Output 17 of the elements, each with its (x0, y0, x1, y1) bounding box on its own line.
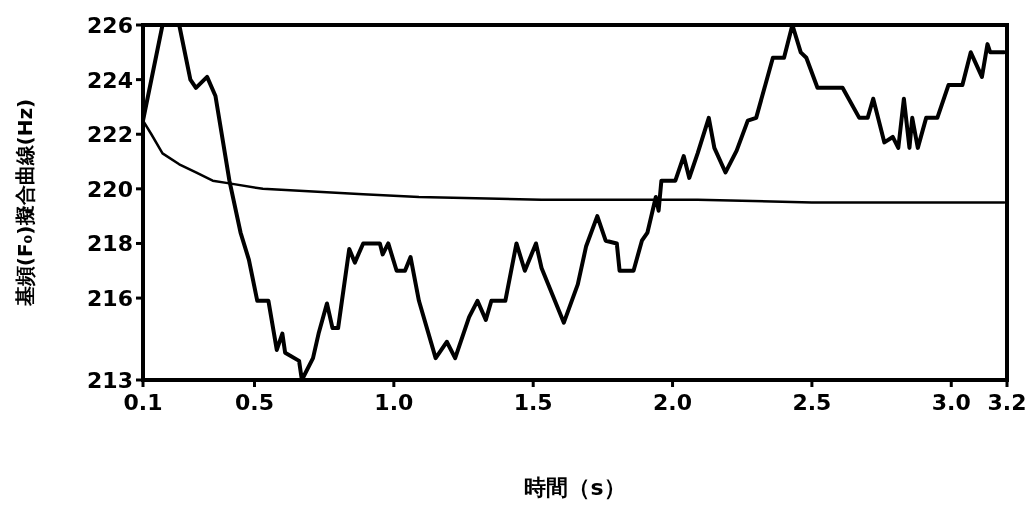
x-tick-label: 2.0 (653, 390, 693, 415)
x-tick-label: 2.5 (792, 390, 832, 415)
y-tick-label: 216 (87, 286, 133, 312)
x-tick-label: 3.2 (987, 390, 1027, 415)
y-tick-label: 222 (87, 122, 133, 148)
x-axis-title: 時間（s） (524, 475, 626, 500)
y-tick-label: 218 (87, 231, 133, 257)
x-tick-label: 1.5 (513, 390, 553, 415)
y-tick-label: 220 (87, 176, 133, 202)
y-tick-label: 224 (87, 67, 133, 93)
x-tick-label: 0.1 (123, 390, 163, 415)
y-axis-title: 基頻(F₀)擬合曲線(Hz) (13, 98, 37, 308)
y-tick-label: 213 (87, 368, 133, 393)
x-tick-label: 3.0 (931, 390, 971, 415)
x-tick-label: 0.5 (234, 390, 274, 415)
x-tick-label: 1.0 (374, 390, 414, 415)
y-tick-label: 226 (87, 13, 133, 38)
